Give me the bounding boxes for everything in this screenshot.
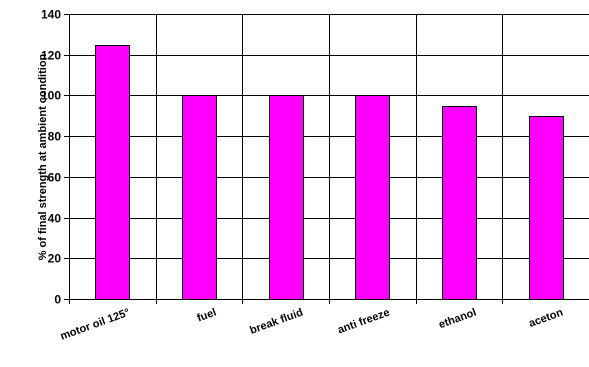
x-category-label: aceton [527, 306, 565, 329]
bar [355, 95, 390, 300]
y-axis-title: % of final strength at ambient condition [37, 53, 49, 260]
y-tick-label: 60 [48, 171, 62, 185]
axes-layer [64, 14, 589, 304]
x-category-label: ethanol [437, 307, 478, 332]
bar [442, 106, 477, 300]
bar [269, 95, 304, 300]
y-tick-label: 140 [41, 8, 61, 22]
y-tick-label: 80 [48, 130, 62, 144]
y-tick-label: 100 [41, 89, 61, 103]
bar [529, 116, 564, 300]
x-category-label: fuel [196, 307, 218, 325]
bar [182, 95, 217, 300]
y-tick-label: 120 [41, 49, 61, 63]
y-tick-label: 0 [54, 293, 61, 307]
bar [95, 45, 130, 300]
x-category-label: break fluid [248, 307, 304, 337]
x-category-label: anti freeze [336, 307, 391, 337]
bars-layer [95, 45, 564, 300]
x-category-labels: motor oil 125° fuel break fluid anti freeze… [59, 306, 565, 342]
grid-layer [69, 14, 589, 299]
y-tick-label: 20 [48, 252, 62, 266]
x-category-label: motor oil 125° [59, 307, 132, 343]
y-tick-label: 40 [48, 212, 62, 226]
y-tick-labels: 0 20 40 60 80 100 120 140 [41, 8, 61, 307]
